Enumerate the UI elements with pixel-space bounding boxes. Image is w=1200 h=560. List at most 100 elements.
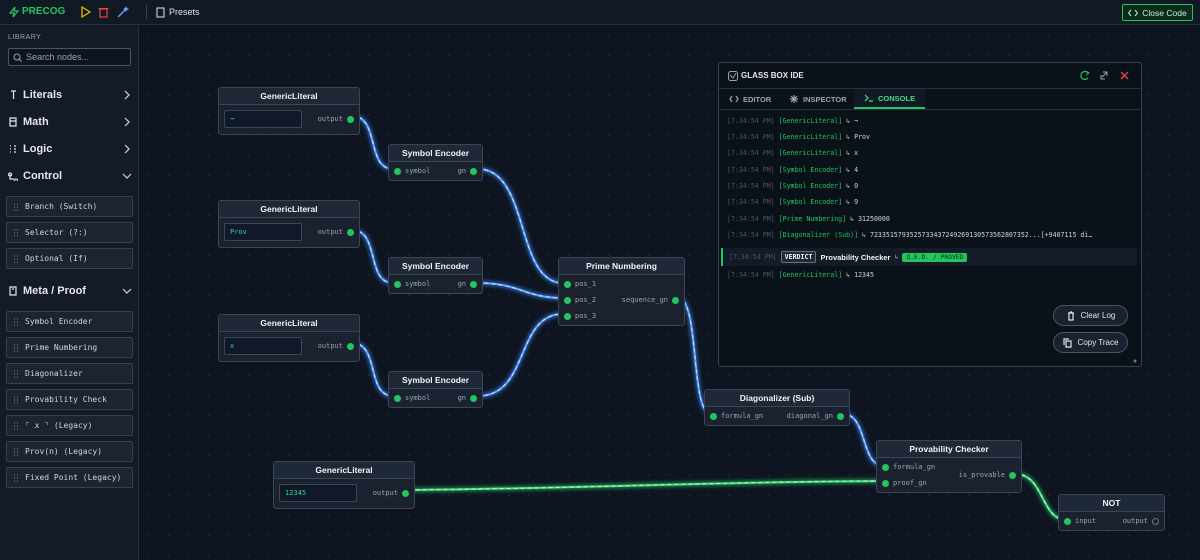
- tab[interactable]: INSPECTOR: [779, 89, 857, 109]
- node-body: ¬ output: [219, 105, 359, 134]
- library-item[interactable]: Prime Numbering: [6, 337, 133, 358]
- item-label: Diagonalizer: [25, 369, 83, 378]
- library-item[interactable]: Fixed Point (Legacy): [6, 467, 133, 488]
- output-port: gn: [458, 278, 477, 290]
- output-port: is_provable: [959, 469, 1016, 481]
- library-item[interactable]: ⌜ x ⌝ (Legacy): [6, 415, 133, 436]
- port-dot[interactable]: [470, 167, 477, 175]
- input-port: formula_gn: [710, 410, 763, 422]
- drag-handle: [14, 369, 18, 378]
- port-label: formula_gn: [721, 412, 764, 420]
- drag-handle: [14, 473, 18, 482]
- port-dot[interactable]: [347, 342, 354, 350]
- literal-input[interactable]: 12345: [279, 484, 357, 502]
- port-dot[interactable]: [347, 228, 354, 236]
- port-dot[interactable]: [710, 412, 717, 420]
- input-port: formula_gn: [882, 461, 935, 473]
- port-label: pos_2: [575, 296, 597, 304]
- node-outputs: output: [318, 110, 354, 128]
- node[interactable]: GenericLiteral 12345 output: [273, 461, 415, 509]
- port-dot[interactable]: [1064, 517, 1071, 525]
- panel-controls[interactable]: [1079, 69, 1135, 82]
- port-dot[interactable]: [470, 394, 477, 402]
- port-dot[interactable]: [564, 312, 571, 320]
- library-group[interactable]: Meta / Proof: [8, 282, 132, 300]
- output-port: gn: [458, 392, 477, 404]
- literal-input[interactable]: ¬: [224, 110, 302, 128]
- port-dot[interactable]: [347, 115, 354, 123]
- search-box[interactable]: Search nodes...: [8, 48, 131, 66]
- button-icon: [1062, 337, 1072, 348]
- node-inputs: input: [1064, 515, 1096, 527]
- node[interactable]: Symbol Encoder symbol gn: [388, 144, 483, 181]
- input-port: symbol: [394, 278, 430, 290]
- port-dot[interactable]: [394, 167, 401, 175]
- toolbar-icons[interactable]: [80, 6, 140, 19]
- presets-button[interactable]: Presets: [169, 7, 200, 17]
- node-title: Prime Numbering: [559, 258, 684, 275]
- node-inputs: symbol: [394, 165, 430, 177]
- node-inputs: ¬: [224, 110, 302, 128]
- library-group[interactable]: Math: [8, 113, 132, 131]
- console-button[interactable]: Clear Log: [1053, 305, 1128, 326]
- port-dot[interactable]: [672, 296, 679, 304]
- node[interactable]: Prime Numbering pos_1 pos_2 pos_3 sequence_g…: [558, 257, 685, 326]
- port-label: formula_gn: [893, 463, 936, 471]
- log-output: ↳ x: [846, 149, 859, 157]
- literal-input[interactable]: Prov: [224, 223, 302, 241]
- chevron: [122, 173, 132, 179]
- library-group[interactable]: Literals: [8, 86, 132, 104]
- library-item[interactable]: Diagonalizer: [6, 363, 133, 384]
- port-dot[interactable]: [837, 412, 844, 420]
- port-dot[interactable]: [1009, 471, 1016, 479]
- library-item[interactable]: Provability Check: [6, 389, 133, 410]
- library-item[interactable]: Prov(n) (Legacy): [6, 441, 133, 462]
- node[interactable]: NOT input output: [1058, 494, 1165, 531]
- port-dot[interactable]: [1152, 517, 1159, 525]
- port-dot[interactable]: [882, 479, 889, 487]
- node[interactable]: GenericLiteral Prov output: [218, 200, 360, 248]
- library-group[interactable]: Control: [8, 167, 132, 185]
- node[interactable]: GenericLiteral ¬ output: [218, 87, 360, 135]
- log-time: [7:34:54 PM]: [727, 271, 775, 279]
- literal-input[interactable]: x: [224, 337, 302, 355]
- library-item[interactable]: Optional (If): [6, 248, 133, 269]
- node[interactable]: Diagonalizer (Sub) formula_gn diagonal_gn: [704, 389, 850, 426]
- log-source: [GenericLiteral]: [778, 117, 843, 125]
- tab[interactable]: CONSOLE: [854, 89, 926, 109]
- library-item[interactable]: Symbol Encoder: [6, 311, 133, 332]
- search-placeholder: Search nodes...: [26, 52, 90, 62]
- close-code-label: Close Code: [1142, 7, 1187, 18]
- library-item[interactable]: Selector (?:): [6, 222, 133, 243]
- port-dot[interactable]: [564, 296, 571, 304]
- port-dot[interactable]: [394, 280, 401, 288]
- node[interactable]: Symbol Encoder symbol gn: [388, 371, 483, 408]
- library-item[interactable]: Branch (Switch): [6, 196, 133, 217]
- item-label: ⌜ x ⌝ (Legacy): [25, 421, 93, 430]
- console-button[interactable]: Copy Trace: [1053, 332, 1128, 353]
- port-dot[interactable]: [394, 394, 401, 402]
- panel-title: GLASS BOX IDE: [741, 71, 804, 80]
- brand: PRECOG: [22, 6, 66, 17]
- node-title: GenericLiteral: [219, 315, 359, 332]
- tab[interactable]: EDITOR: [719, 89, 781, 109]
- port-dot[interactable]: [564, 280, 571, 288]
- node-title: Symbol Encoder: [389, 258, 482, 275]
- tab-bar: EDITOR INSPECTOR CONSOLE: [719, 89, 1141, 110]
- port-label: output: [317, 115, 343, 123]
- node[interactable]: Provability Checker formula_gn proof_gn is_…: [876, 440, 1022, 493]
- log-time: [7:34:54 PM]: [727, 149, 775, 157]
- close-code-button[interactable]: Close Code: [1122, 4, 1193, 21]
- library-group[interactable]: Logic: [8, 140, 132, 158]
- log-line: [7:34:54 PM] [Symbol Encoder] ↳ 9: [727, 198, 858, 206]
- port-label: symbol: [405, 394, 431, 402]
- log-line: [7:34:54 PM] [GenericLiteral] ↳ x: [727, 149, 858, 157]
- node-inputs: 12345: [279, 484, 357, 502]
- port-label: gn: [457, 394, 466, 402]
- log-output: ↳ ¬: [846, 117, 859, 125]
- port-dot[interactable]: [470, 280, 477, 288]
- port-dot[interactable]: [882, 463, 889, 471]
- port-dot[interactable]: [402, 489, 409, 497]
- node[interactable]: GenericLiteral x output: [218, 314, 360, 362]
- node[interactable]: Symbol Encoder symbol gn: [388, 257, 483, 294]
